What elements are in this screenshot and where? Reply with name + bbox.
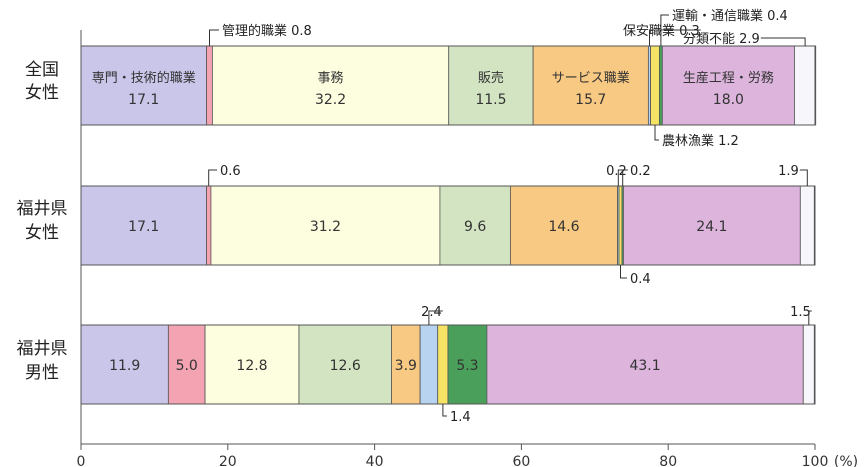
segment-label-0-3-value: 11.5	[475, 92, 506, 108]
bar-segment-1-4	[509, 185, 618, 266]
bar-segment-0-7	[658, 45, 663, 126]
x-tick-label-1: 20	[219, 454, 237, 467]
x-tick-label-2: 40	[366, 454, 384, 467]
leader-line-1-3	[799, 169, 808, 186]
annotation-1-1: 0.2	[606, 164, 627, 179]
annotation-1-2: 0.2	[630, 164, 651, 179]
annotation-0-2: 運輸・通信職業 0.4	[672, 8, 788, 24]
segment-label-1-2: 31.2	[310, 219, 341, 235]
segment-label-0-4-value: 15.7	[575, 92, 606, 108]
row-label-0-1: 女性	[25, 83, 59, 103]
annotation-1-0: 0.6	[220, 164, 241, 179]
segment-label-0-2-name: 事務	[318, 71, 344, 86]
leader-line-1-0	[208, 169, 217, 186]
bar-segment-1-8	[623, 185, 801, 266]
x-tick-label-3: 60	[512, 454, 530, 467]
row-label-2-1: 男性	[25, 363, 59, 383]
bar-segment-2-6	[437, 324, 449, 405]
bar-segment-0-2	[211, 45, 450, 126]
leader-line-2-1	[442, 404, 447, 417]
bar-segment-0-6	[650, 45, 660, 126]
segment-label-2-0: 11.9	[109, 358, 140, 374]
leader-line-0-3	[760, 37, 806, 46]
row-label-1-1: 女性	[25, 223, 59, 243]
bar-segment-1-6	[618, 185, 623, 266]
x-tick-label-4: 80	[659, 454, 677, 467]
segment-label-1-0: 17.1	[128, 219, 159, 235]
bar-segment-0-8	[661, 45, 795, 126]
bar-outline-0	[80, 45, 816, 126]
segment-label-0-8-name: 生産工程・労務	[683, 70, 774, 86]
bar-segment-2-0	[80, 324, 169, 405]
leader-line-0-2	[660, 14, 669, 46]
bar-segment-1-3	[439, 185, 511, 266]
bar-outline-1	[80, 185, 816, 266]
bar-segment-0-9	[794, 45, 817, 126]
annotation-0-3: 分類不能 2.9	[683, 32, 760, 47]
segment-label-2-4: 3.9	[395, 358, 417, 374]
segment-label-2-8: 43.1	[629, 358, 660, 374]
bar-segment-2-5	[419, 324, 439, 405]
bar-segment-0-1	[206, 45, 213, 126]
bar-segment-2-8	[486, 324, 804, 405]
segment-label-2-1: 5.0	[176, 358, 198, 374]
bar-segment-2-1	[167, 324, 206, 405]
bar-segment-2-4	[391, 324, 421, 405]
annotation-0-0: 管理的職業 0.8	[222, 23, 312, 39]
bar-segment-2-9	[802, 324, 815, 405]
segment-label-1-3: 9.6	[464, 219, 486, 235]
annotation-1-4: 0.4	[630, 272, 651, 287]
leader-line-0-0	[209, 29, 219, 46]
segment-label-2-3: 12.6	[330, 358, 361, 374]
annotation-2-0: 2.4	[421, 305, 442, 320]
segment-label-0-3-name: 販売	[478, 70, 504, 86]
segment-label-1-4: 14.6	[548, 219, 579, 235]
bar-segment-1-1	[206, 185, 212, 266]
row-label-1-0: 福井県	[17, 199, 68, 219]
x-tick-label-0: 0	[77, 454, 86, 467]
segment-label-1-8: 24.1	[696, 219, 727, 235]
leader-line-1-2	[622, 169, 627, 186]
leader-line-1-4	[620, 265, 627, 279]
segment-label-0-2-value: 32.2	[315, 92, 346, 108]
segment-label-0-4-name: サービス職業	[552, 70, 630, 86]
segment-label-0-0-name: 専門・技術的職業	[92, 70, 196, 86]
row-label-2-0: 福井県	[17, 339, 68, 359]
bar-segment-1-0	[80, 185, 207, 266]
x-tick-label-5: 100	[802, 454, 829, 467]
leader-line-0-1	[649, 29, 701, 46]
segment-label-0-0-value: 17.1	[128, 92, 159, 108]
annotation-0-4: 農林漁業 1.2	[662, 133, 739, 149]
bar-outline-2	[80, 324, 816, 405]
row-label-0-0: 全国	[25, 60, 59, 80]
leader-line-2-0	[428, 310, 443, 325]
bar-segment-1-9	[799, 185, 815, 266]
segment-label-2-7: 5.3	[456, 358, 478, 374]
segment-label-2-2: 12.8	[236, 358, 267, 374]
annotation-1-3: 1.9	[778, 164, 799, 179]
annotation-2-1: 1.4	[450, 410, 471, 425]
leader-line-0-4	[654, 125, 659, 141]
x-axis-unit: (%)	[834, 454, 858, 467]
segment-label-0-8-value: 18.0	[713, 92, 744, 108]
annotation-2-2: 1.5	[790, 305, 811, 320]
leader-line-2-2	[808, 310, 812, 325]
